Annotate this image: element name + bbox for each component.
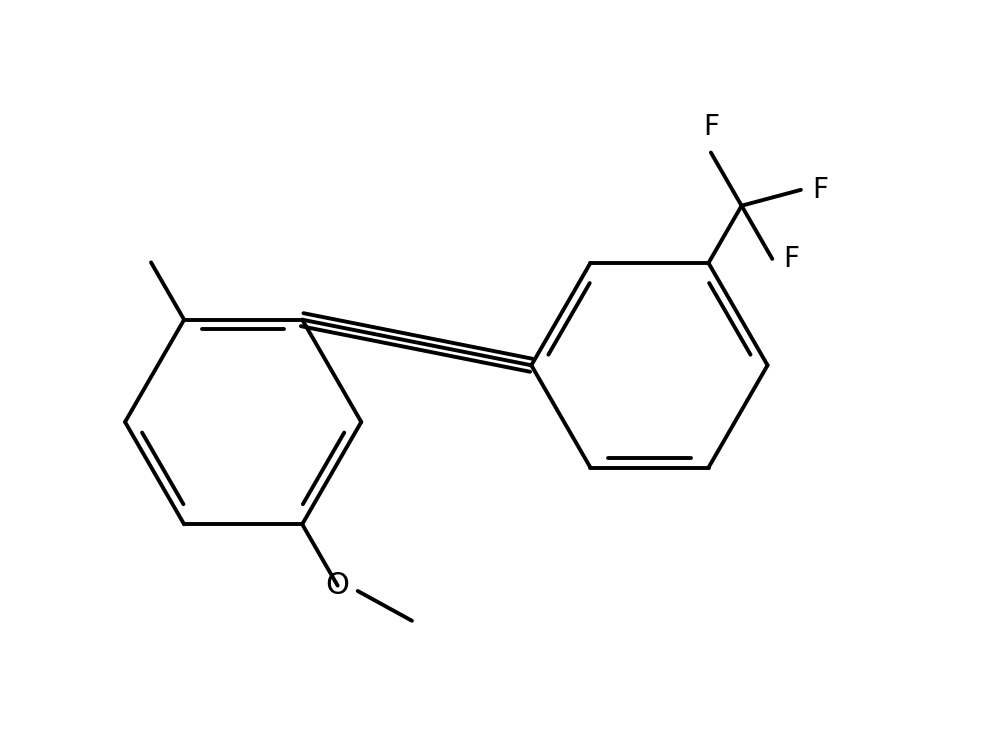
Text: F: F	[784, 245, 800, 273]
Text: O: O	[326, 571, 350, 600]
Text: F: F	[812, 176, 828, 204]
Text: F: F	[703, 113, 719, 141]
